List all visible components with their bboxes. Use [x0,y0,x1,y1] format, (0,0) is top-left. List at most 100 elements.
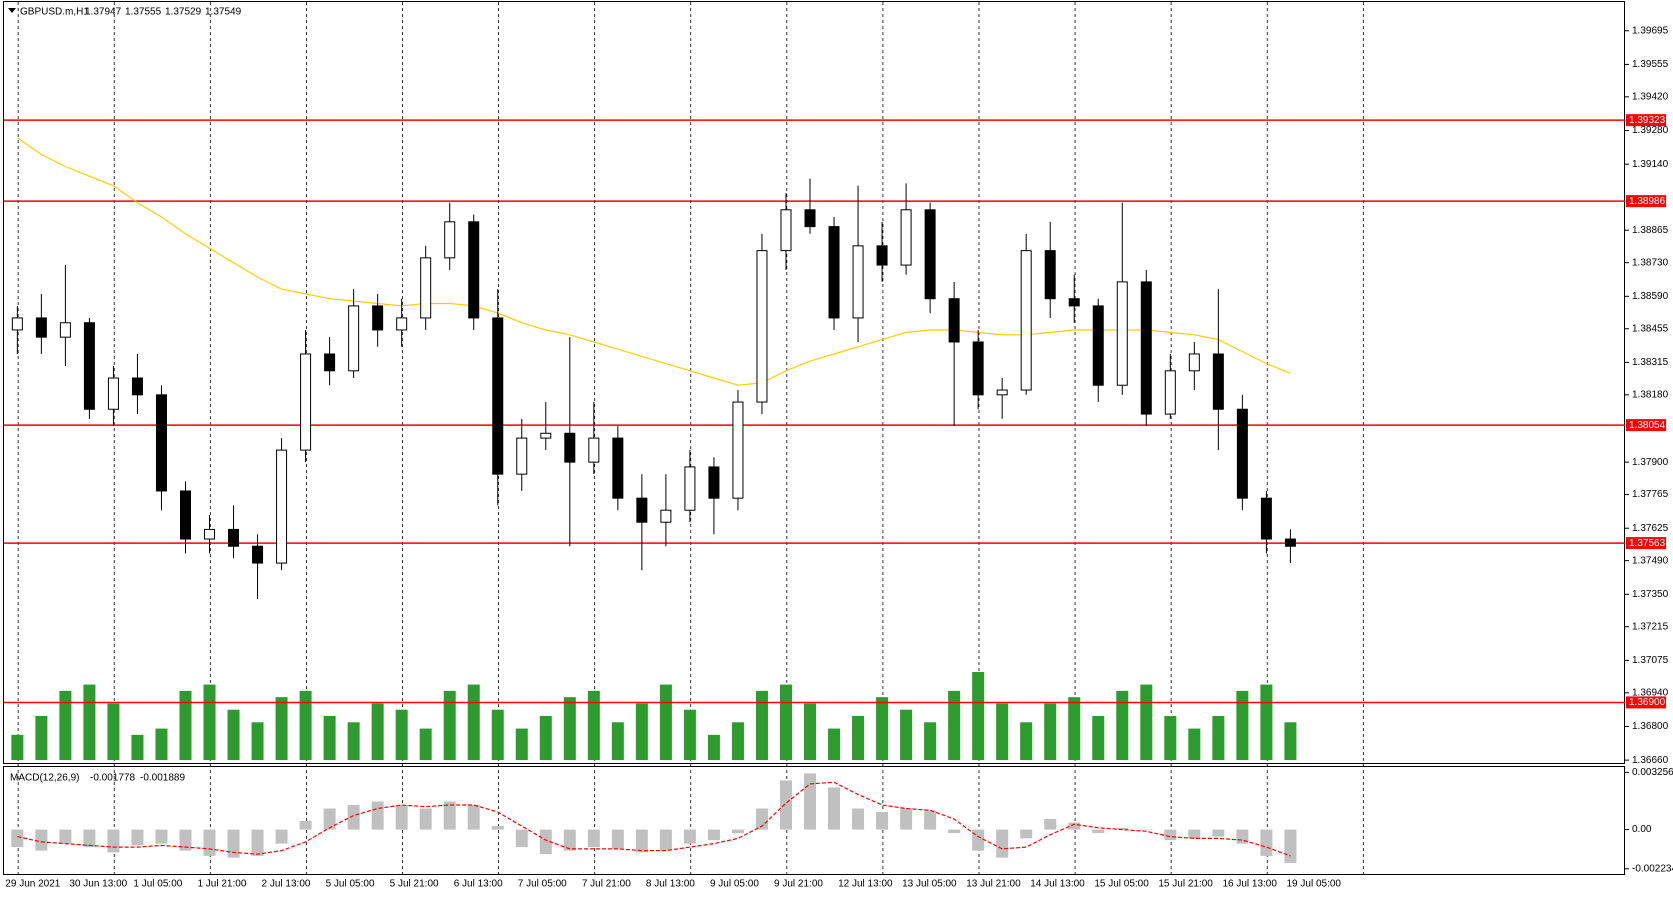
volume-bar [515,728,528,760]
x-tick-label: 9 Jul 21:00 [774,879,823,890]
main-panel-frame [3,1,1625,764]
macd-bar [924,810,937,830]
candle-body [420,257,432,319]
macd-bar [852,808,865,830]
moving-average [17,137,1291,386]
macd-bar [419,808,432,830]
x-tick-label: 19 Jul 05:00 [1287,879,1342,890]
macd-bar [876,812,889,830]
candle-body [107,377,119,410]
volume-bar [1236,690,1249,760]
macd-bar [1140,829,1153,831]
volume-bar [972,672,985,760]
volume-bar [924,722,937,760]
level-label: 1.37563 [1629,538,1666,549]
candle-body [276,449,288,564]
candle-body [1068,298,1080,307]
level-label: 1.38054 [1629,420,1666,431]
macd-readout: -0.001889 [140,773,185,784]
candle-body [684,466,696,511]
x-tick-label: 13 Jul 05:00 [902,879,957,890]
macd-bar [251,829,264,856]
macd-bar [395,804,408,830]
candle-body [1140,281,1152,415]
candle-body [11,317,23,331]
volume-bar [1188,728,1201,760]
macd-bar [635,829,648,853]
macd-bar [467,804,480,830]
macd-bar [131,829,144,846]
candle-body [1044,250,1056,300]
x-tick-label: 7 Jul 21:00 [582,879,631,890]
candle-body [492,317,504,475]
macd-bar [659,829,672,851]
y-tick-label: 1.37625 [1632,523,1669,534]
candle-body [59,322,71,338]
y-tick-label: 1.39420 [1632,91,1669,102]
candle-body [564,432,576,463]
quote-readout: 1.37947 1.37555 1.37529 1.37549 -0.001778 -0.… [85,7,242,784]
candle-body [612,437,624,499]
volume-bar [563,697,576,760]
macd-bar [1212,829,1225,837]
y-tick-label: 1.38730 [1632,257,1669,268]
x-tick-label: 15 Jul 21:00 [1158,879,1213,890]
macd-bar [804,773,817,830]
volume-bar [707,734,720,760]
macd-bar [948,829,961,834]
volume-bar [227,709,240,760]
macd-bar [443,801,456,830]
candle-body [131,377,143,396]
macd-panel-frame [3,766,1625,875]
volume-bar [996,703,1009,760]
y-tick-label: 1.37900 [1632,457,1669,468]
candle-body [804,209,816,228]
volume-bar [83,684,96,760]
volume-bar [35,716,48,760]
x-tick-label: 5 Jul 21:00 [390,879,439,890]
volume-bar [683,709,696,760]
volume-bar [900,709,913,760]
volume-bar [1284,722,1297,760]
volume-bar [1020,722,1033,760]
candle-body [444,221,456,259]
volume-bar [155,728,168,760]
volume-bar [587,690,600,760]
menu-arrow[interactable] [8,8,16,13]
volume-bar [876,697,889,760]
y-tick-label: 1.38315 [1632,357,1669,368]
candle-body [1236,408,1248,499]
x-tick-label: 2 Jul 13:00 [262,879,311,890]
macd-bar [347,804,360,830]
y-tick-label: 1.36940 [1632,687,1669,698]
candle-body [1092,305,1104,386]
x-tick-label: 29 Jun 2021 [5,879,60,890]
candle-body [972,341,984,396]
candle-body [83,322,95,410]
macd-bar [83,829,96,848]
candle-body [1260,497,1272,540]
volume-bar [804,703,817,760]
volume-bar [852,716,865,760]
x-tick-label: 9 Jul 05:00 [710,879,759,890]
candle-body [252,545,264,564]
volume-bar [539,716,552,760]
candle-body [924,209,936,300]
x-tick-label: 14 Jul 13:00 [1030,879,1085,890]
y-tick-label: 1.39140 [1632,159,1669,170]
volume-bar [948,690,961,760]
candle-body [876,245,888,266]
volume-bar [1044,703,1057,760]
volume-bar [1260,684,1273,760]
candle-body [948,298,960,343]
macd-bar [683,829,696,844]
candle-body [708,466,720,499]
macd-bar [707,829,720,841]
candle-body [996,389,1008,396]
macd-bar [900,808,913,830]
candle-body [516,437,528,475]
volume-bar [107,703,120,760]
volume-bar [11,734,24,760]
macd-bar [1044,819,1057,830]
volume-bar [323,716,336,760]
